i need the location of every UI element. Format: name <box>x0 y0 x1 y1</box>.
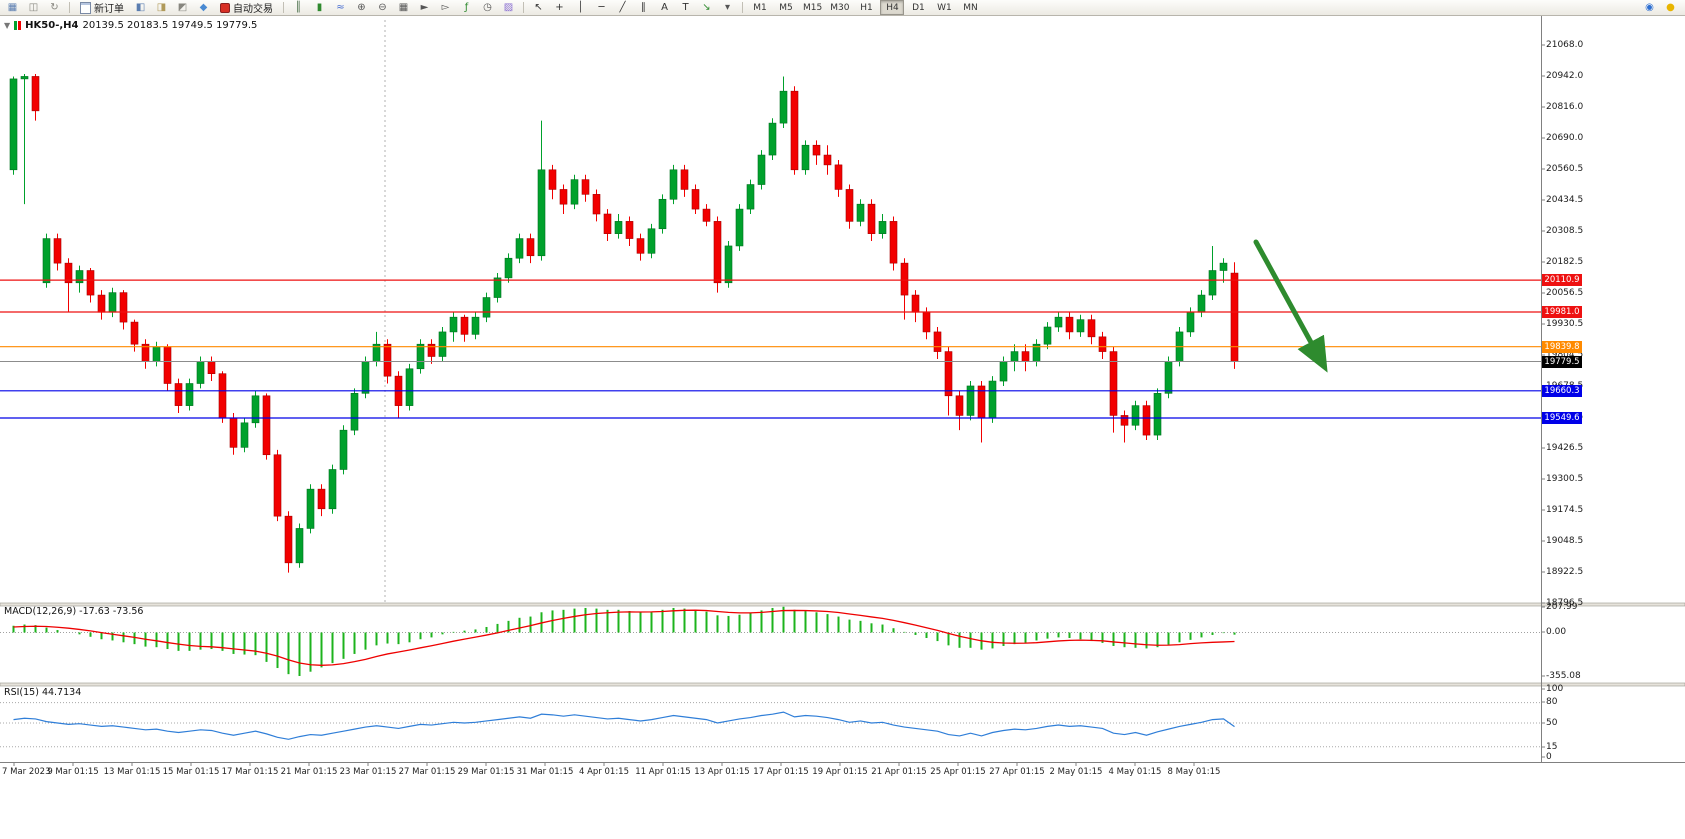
zoom-in-icon[interactable]: ⊕ <box>357 1 366 13</box>
timeframe-w1-button[interactable]: W1 <box>937 2 952 13</box>
new-order-icon <box>80 1 91 14</box>
toolbar-separator <box>523 2 524 13</box>
candlestick-icon <box>14 21 22 30</box>
toolbar-separator <box>69 2 70 13</box>
dropdown-icon[interactable]: ▾ <box>724 1 731 13</box>
auto-trading-button[interactable]: 自动交易 <box>215 0 278 16</box>
symbol-label: HK50-,H4 <box>25 20 79 31</box>
timeframe-m30-button[interactable]: M30 <box>830 2 850 13</box>
text-icon[interactable]: A <box>661 1 668 13</box>
templates-icon[interactable]: ▨ <box>503 1 514 13</box>
candles <box>9 73 1239 573</box>
chart-shift-icon[interactable]: ▻ <box>441 1 450 13</box>
macd-histogram <box>12 606 1236 676</box>
new-order-label: 新订单 <box>94 4 124 15</box>
indicators-icon[interactable]: ƒ <box>464 1 469 13</box>
chevron-down-icon[interactable]: ▼ <box>4 21 11 30</box>
zoom-out-icon[interactable]: ⊖ <box>378 1 387 13</box>
line-chart-icon[interactable]: ≈ <box>336 1 345 13</box>
timeframe-m5-button[interactable]: M5 <box>779 2 793 13</box>
arrows-icon[interactable]: ↘ <box>702 1 711 13</box>
rsi-panel-splitter[interactable] <box>0 682 1685 687</box>
timeframe-d1-button[interactable]: D1 <box>912 2 925 13</box>
vertical-line-icon[interactable]: │ <box>577 1 584 13</box>
tile-windows-icon[interactable]: ▦ <box>398 1 409 13</box>
candlestick-chart-icon[interactable]: ▮ <box>316 1 323 13</box>
macd-signal-line <box>13 609 1235 666</box>
right-toolbar-group: ◉ ● <box>1639 0 1681 15</box>
rsi-label: RSI(15) 44.7134 <box>4 687 82 698</box>
market-watch-icon[interactable]: ◧ <box>135 1 146 13</box>
auto-trading-label: 自动交易 <box>233 4 273 15</box>
ohlc-values: 20139.5 20183.5 19749.5 19779.5 <box>82 20 258 31</box>
chart-tools-group: ║ ▮ ≈ ⊕ ⊖ ▦ ► ▻ ƒ ◷ ▨ <box>288 0 519 15</box>
trendline-icon[interactable]: ╱ <box>619 1 626 13</box>
alerts-icon[interactable]: ● <box>1666 1 1675 13</box>
bar-chart-icon[interactable]: ║ <box>295 1 302 13</box>
toolbar: ▦ ◫ ↻ 新订单 ◧ ◨ ◩ ◆ 自动交易 ║ ▮ ≈ ⊕ ⊖ ▦ ► ▻ ƒ ◷ ▨ ↖ + │ ─ ╱ ∥ A T ↘ ▾… <box>0 0 1685 16</box>
channel-icon[interactable]: ∥ <box>641 1 646 13</box>
crosshair-icon[interactable]: + <box>555 1 564 13</box>
new-chart-icon[interactable]: ▦ <box>7 1 18 13</box>
macd-panel-splitter[interactable] <box>0 602 1685 607</box>
periods-icon[interactable]: ◷ <box>483 1 492 13</box>
navigator-icon[interactable]: ◨ <box>156 1 167 13</box>
timeframe-m1-button[interactable]: M1 <box>753 2 767 13</box>
strategy-tester-icon[interactable]: ◆ <box>199 1 208 13</box>
refresh-icon[interactable]: ↻ <box>50 1 59 13</box>
toolbar-separator <box>742 2 743 13</box>
window-toolbar-group: ◧ ◨ ◩ ◆ <box>130 0 214 15</box>
timeframe-h1-button[interactable]: H1 <box>860 2 873 13</box>
terminal-icon[interactable]: ◩ <box>177 1 188 13</box>
timeframe-mn-button[interactable]: MN <box>963 2 978 13</box>
arrow-annotation[interactable] <box>1253 239 1328 373</box>
timeframe-m15-button[interactable]: M15 <box>803 2 823 13</box>
timeframes-group: M1 M5 M15 M30 H1 H4 D1 W1 MN <box>747 0 983 15</box>
draw-tools-group: ↖ + │ ─ ╱ ∥ A T ↘ ▾ <box>528 0 738 15</box>
new-order-button[interactable]: 新订单 <box>75 0 129 16</box>
profiles-icon[interactable]: ◫ <box>28 1 39 13</box>
auto-scroll-icon[interactable]: ► <box>420 1 429 13</box>
macd-label: MACD(12,26,9) -17.63 -73.56 <box>4 606 144 617</box>
help-icon[interactable]: ◉ <box>1645 1 1654 13</box>
cursor-icon[interactable]: ↖ <box>534 1 543 13</box>
label-icon[interactable]: T <box>682 1 689 13</box>
timeframe-h4-button[interactable]: H4 <box>880 0 905 15</box>
toolbar-separator <box>283 2 284 13</box>
auto-trading-status-icon <box>220 2 230 13</box>
rsi-line <box>13 711 1235 740</box>
chart-header: ▼ HK50-,H4 20139.5 20183.5 19749.5 19779… <box>4 20 257 31</box>
horizontal-line-icon[interactable]: ─ <box>598 1 605 13</box>
file-toolbar-group: ▦ ◫ ↻ <box>2 0 65 15</box>
